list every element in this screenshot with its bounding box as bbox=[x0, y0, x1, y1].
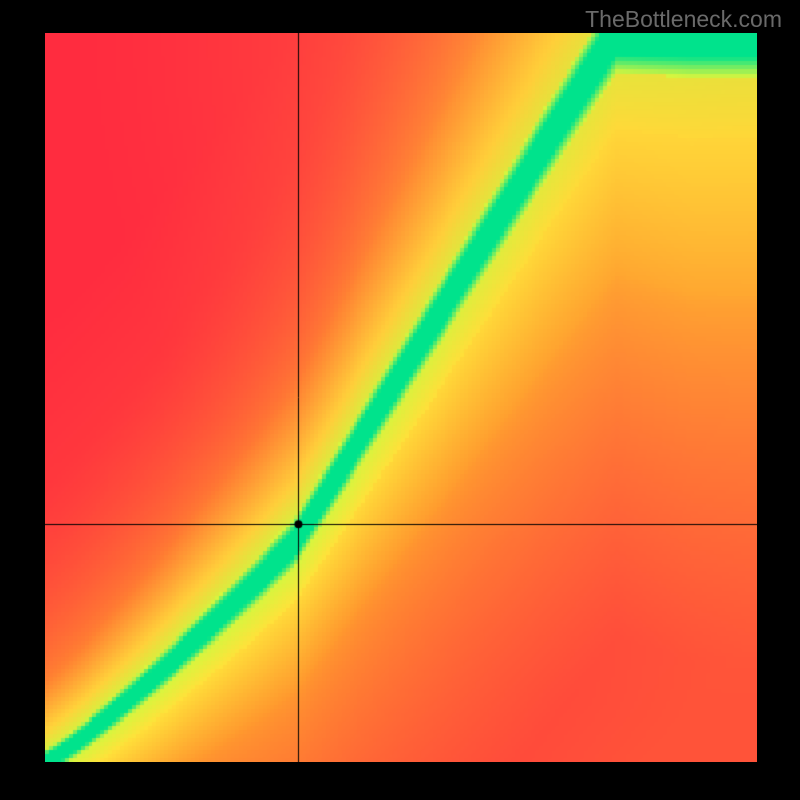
bottleneck-heatmap bbox=[45, 33, 757, 762]
watermark-text: TheBottleneck.com bbox=[585, 6, 782, 33]
